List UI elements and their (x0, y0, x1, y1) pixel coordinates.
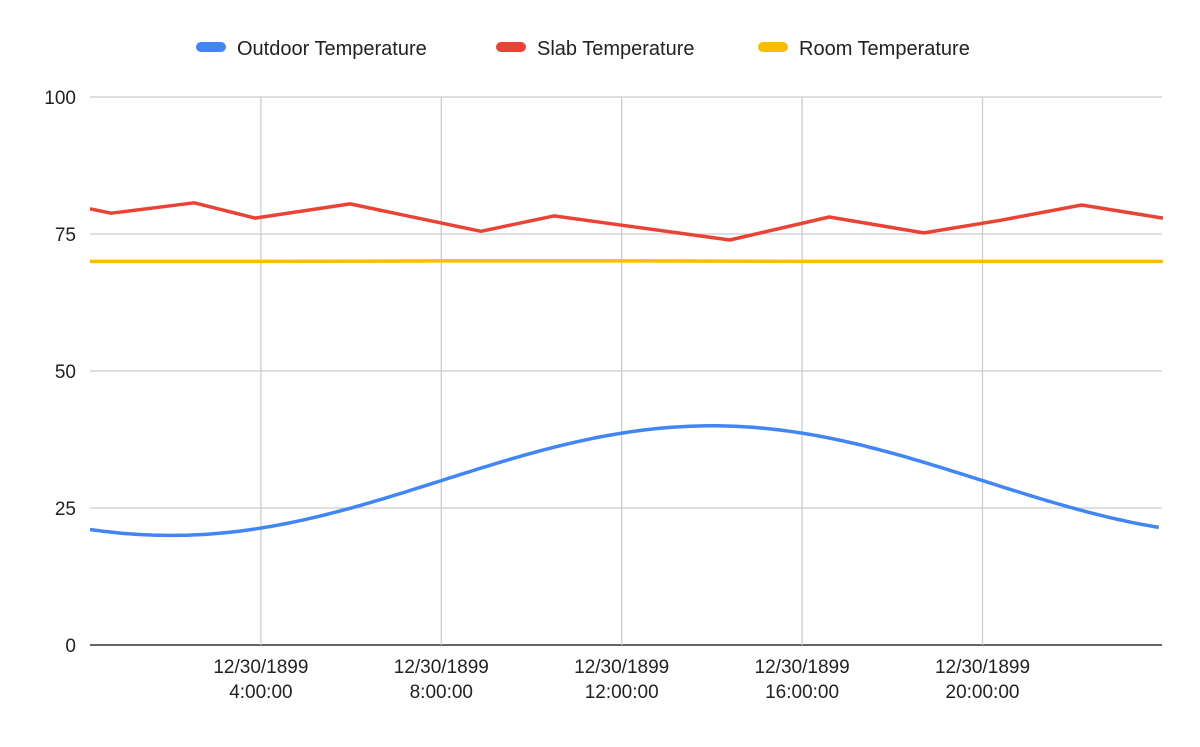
legend-swatch (196, 42, 226, 52)
series-line-outdoor-temperature (89, 424, 1160, 538)
x-tick-label-time: 12:00:00 (585, 682, 659, 703)
y-tick-label: 25 (55, 499, 76, 520)
x-tick-label-date: 12/30/1899 (755, 657, 850, 678)
x-axis-ticks: 12/30/1899 4:00:00 12/30/1899 8:00:00 12/30/… (213, 657, 1030, 703)
y-tick-label: 100 (44, 88, 76, 109)
x-tick-label-date: 12/30/1899 (935, 657, 1030, 678)
legend: Outdoor Temperature Slab Temperature Room … (196, 38, 970, 60)
gridlines (90, 96, 1162, 646)
legend-swatch (758, 42, 788, 52)
y-tick-label: 50 (55, 362, 76, 383)
series-lines (89, 201, 1164, 538)
x-tick-label-time: 8:00:00 (410, 682, 473, 703)
legend-label: Room Temperature (799, 38, 970, 60)
y-tick-label: 75 (55, 225, 76, 246)
x-tick-label-time: 4:00:00 (229, 682, 292, 703)
x-tick-label-time: 20:00:00 (946, 682, 1020, 703)
series-line-slab-temperature (89, 201, 1164, 242)
legend-label: Slab Temperature (537, 38, 695, 60)
x-tick-label-date: 12/30/1899 (394, 657, 489, 678)
x-tick-label-date: 12/30/1899 (574, 657, 669, 678)
x-tick-label-date: 12/30/1899 (213, 657, 308, 678)
legend-swatch (496, 42, 526, 52)
legend-label: Outdoor Temperature (237, 38, 427, 60)
x-tick-label-time: 16:00:00 (765, 682, 839, 703)
y-tick-label: 0 (65, 636, 76, 657)
series-line-room-temperature (90, 259, 1163, 264)
y-axis-ticks: 0 25 50 75 100 (44, 88, 76, 657)
